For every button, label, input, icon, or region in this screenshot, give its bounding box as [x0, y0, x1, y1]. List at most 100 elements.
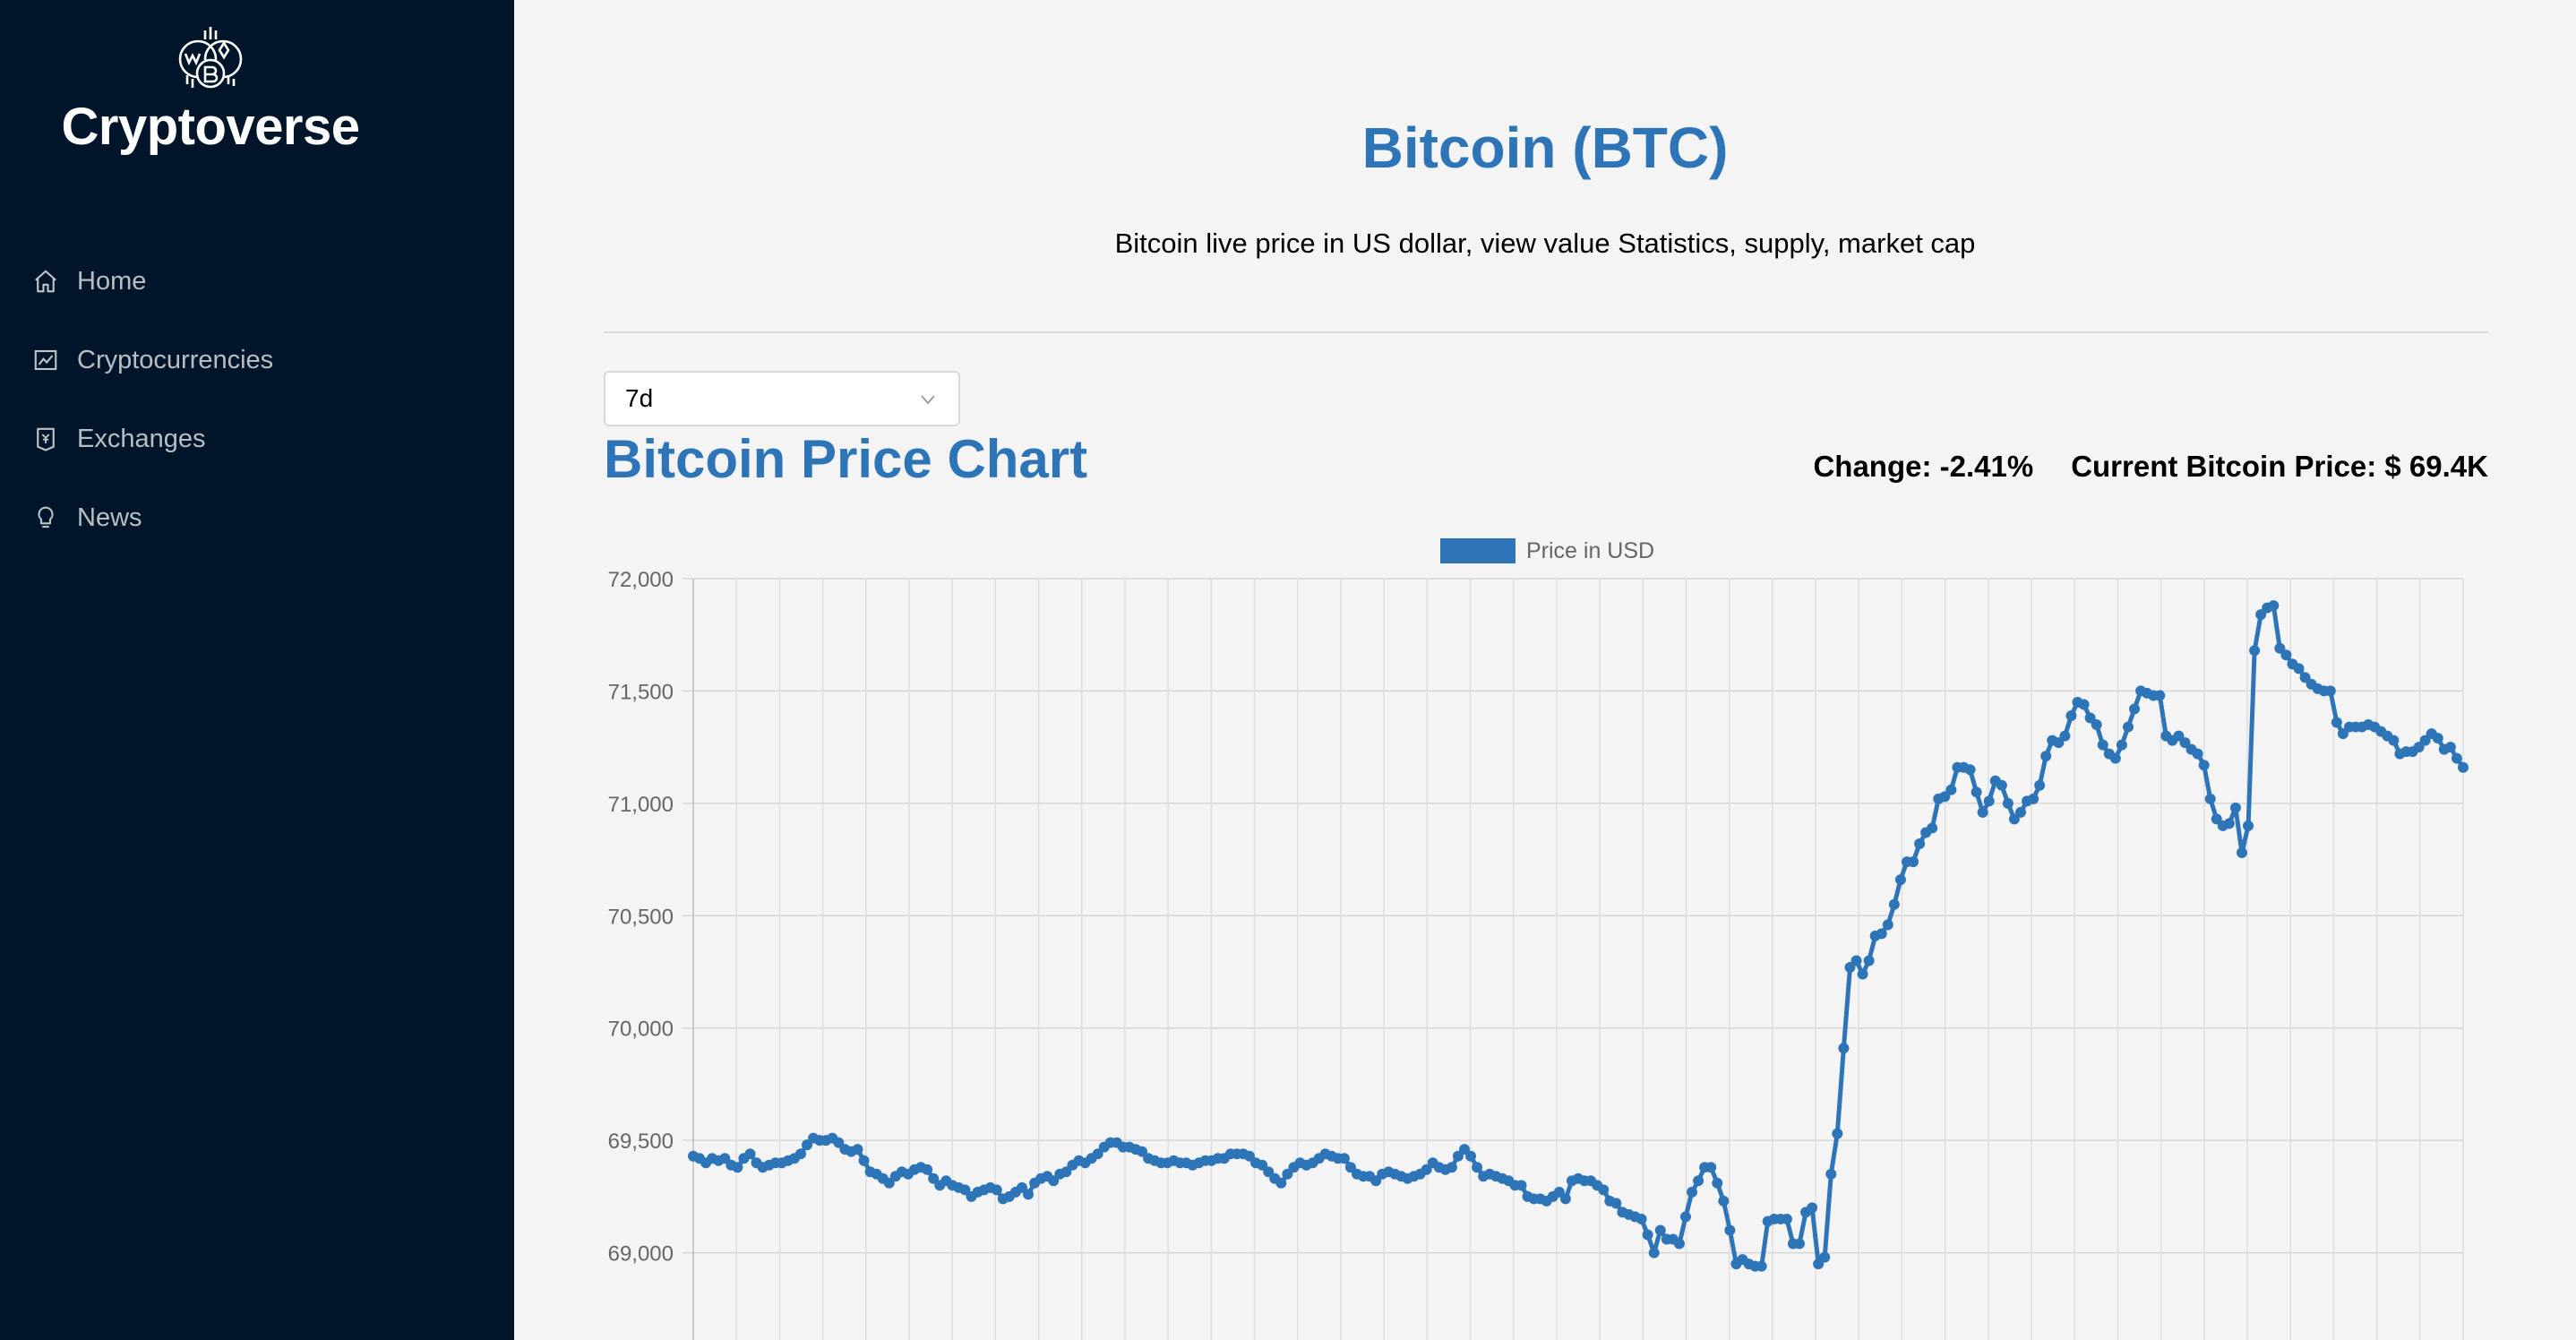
- data-point[interactable]: [2337, 728, 2348, 740]
- data-point[interactable]: [2078, 699, 2090, 710]
- data-point[interactable]: [1344, 1162, 1356, 1173]
- data-point[interactable]: [1832, 1128, 1843, 1139]
- data-point[interactable]: [2249, 645, 2261, 657]
- data-point[interactable]: [1338, 1153, 1350, 1164]
- data-point[interactable]: [2192, 748, 2203, 760]
- data-point[interactable]: [1452, 1150, 1464, 1162]
- data-point[interactable]: [1971, 786, 1982, 798]
- data-point[interactable]: [802, 1139, 813, 1151]
- data-point[interactable]: [1048, 1175, 1060, 1187]
- data-point[interactable]: [2028, 793, 2039, 804]
- data-point[interactable]: [2223, 818, 2235, 829]
- data-point[interactable]: [1693, 1175, 1704, 1187]
- sidebar-item-news[interactable]: News: [0, 478, 514, 557]
- data-point[interactable]: [1654, 1224, 1666, 1236]
- data-point[interactable]: [1092, 1148, 1103, 1160]
- data-point[interactable]: [1863, 955, 1875, 966]
- data-point[interactable]: [991, 1184, 1002, 1196]
- data-point[interactable]: [2324, 685, 2336, 697]
- data-point[interactable]: [2229, 802, 2241, 813]
- data-point[interactable]: [1610, 1198, 1622, 1209]
- data-point[interactable]: [2154, 690, 2166, 701]
- data-point[interactable]: [1060, 1166, 1072, 1178]
- data-point[interactable]: [883, 1177, 895, 1189]
- data-point[interactable]: [1016, 1181, 1027, 1193]
- data-point[interactable]: [1636, 1213, 1647, 1224]
- data-point[interactable]: [1705, 1162, 1717, 1173]
- data-point[interactable]: [2173, 730, 2185, 742]
- data-point[interactable]: [1894, 874, 1906, 886]
- brand-name[interactable]: Cryptoverse: [61, 98, 360, 156]
- data-point[interactable]: [2268, 600, 2280, 612]
- data-point[interactable]: [1282, 1168, 1293, 1180]
- data-point[interactable]: [2065, 710, 2077, 722]
- data-point[interactable]: [2198, 760, 2210, 771]
- data-point[interactable]: [1756, 1260, 1767, 1272]
- data-point[interactable]: [2451, 752, 2462, 764]
- data-point[interactable]: [2274, 642, 2286, 654]
- chart-legend[interactable]: Price in USD: [1440, 538, 1654, 563]
- data-point[interactable]: [1819, 1251, 1831, 1263]
- data-point[interactable]: [1850, 955, 1862, 966]
- data-point[interactable]: [2053, 737, 2065, 749]
- data-point[interactable]: [1996, 779, 2007, 791]
- data-point[interactable]: [1553, 1186, 1565, 1198]
- data-point[interactable]: [1257, 1159, 1268, 1171]
- data-point[interactable]: [1964, 764, 1976, 776]
- data-point[interactable]: [2331, 717, 2342, 728]
- data-point[interactable]: [2002, 797, 2014, 809]
- data-point[interactable]: [1275, 1177, 1287, 1189]
- data-point[interactable]: [2091, 719, 2102, 731]
- data-point[interactable]: [2059, 730, 2071, 742]
- data-point[interactable]: [2008, 813, 2020, 825]
- data-point[interactable]: [858, 1155, 870, 1166]
- data-point[interactable]: [1642, 1229, 1653, 1241]
- data-point[interactable]: [1673, 1238, 1685, 1250]
- data-point[interactable]: [2122, 721, 2134, 733]
- data-point[interactable]: [2419, 734, 2431, 746]
- data-point[interactable]: [2040, 751, 2052, 762]
- data-point[interactable]: [1446, 1162, 1457, 1173]
- data-point[interactable]: [2097, 739, 2108, 751]
- data-point[interactable]: [1648, 1247, 1660, 1258]
- data-point[interactable]: [1838, 1043, 1850, 1054]
- data-point[interactable]: [2204, 793, 2216, 804]
- data-point[interactable]: [1807, 1202, 1818, 1214]
- data-point[interactable]: [2109, 752, 2121, 764]
- data-point[interactable]: [2034, 779, 2046, 791]
- data-point[interactable]: [1927, 822, 1938, 834]
- data-point[interactable]: [1421, 1164, 1432, 1175]
- data-point[interactable]: [1370, 1175, 1382, 1187]
- data-point[interactable]: [2015, 806, 2026, 818]
- data-point[interactable]: [1945, 784, 1957, 795]
- data-point[interactable]: [2444, 742, 2456, 753]
- time-period-select[interactable]: 7d: [604, 371, 960, 426]
- data-point[interactable]: [1888, 898, 1900, 910]
- data-point[interactable]: [1712, 1177, 1723, 1189]
- data-point[interactable]: [1559, 1193, 1571, 1205]
- data-point[interactable]: [1977, 806, 1988, 818]
- data-point[interactable]: [1813, 1258, 1825, 1270]
- data-point[interactable]: [1244, 1150, 1256, 1162]
- data-point[interactable]: [2237, 847, 2247, 859]
- data-point[interactable]: [2293, 663, 2305, 674]
- data-point[interactable]: [1794, 1238, 1805, 1250]
- data-point[interactable]: [833, 1137, 845, 1148]
- data-point[interactable]: [732, 1162, 743, 1173]
- data-point[interactable]: [1724, 1224, 1736, 1236]
- data-point[interactable]: [1939, 791, 1951, 803]
- data-point[interactable]: [2432, 733, 2443, 744]
- data-point[interactable]: [1908, 856, 1919, 868]
- data-point[interactable]: [2255, 609, 2267, 621]
- data-point[interactable]: [852, 1144, 863, 1155]
- data-point[interactable]: [1263, 1166, 1275, 1178]
- data-point[interactable]: [1679, 1211, 1691, 1223]
- data-point[interactable]: [1876, 928, 1887, 940]
- data-point[interactable]: [2084, 712, 2096, 724]
- data-point[interactable]: [959, 1184, 971, 1196]
- data-point[interactable]: [1458, 1144, 1470, 1155]
- data-point[interactable]: [1983, 795, 1995, 807]
- data-point[interactable]: [2299, 672, 2311, 683]
- data-point[interactable]: [928, 1172, 940, 1184]
- data-point[interactable]: [1687, 1186, 1698, 1198]
